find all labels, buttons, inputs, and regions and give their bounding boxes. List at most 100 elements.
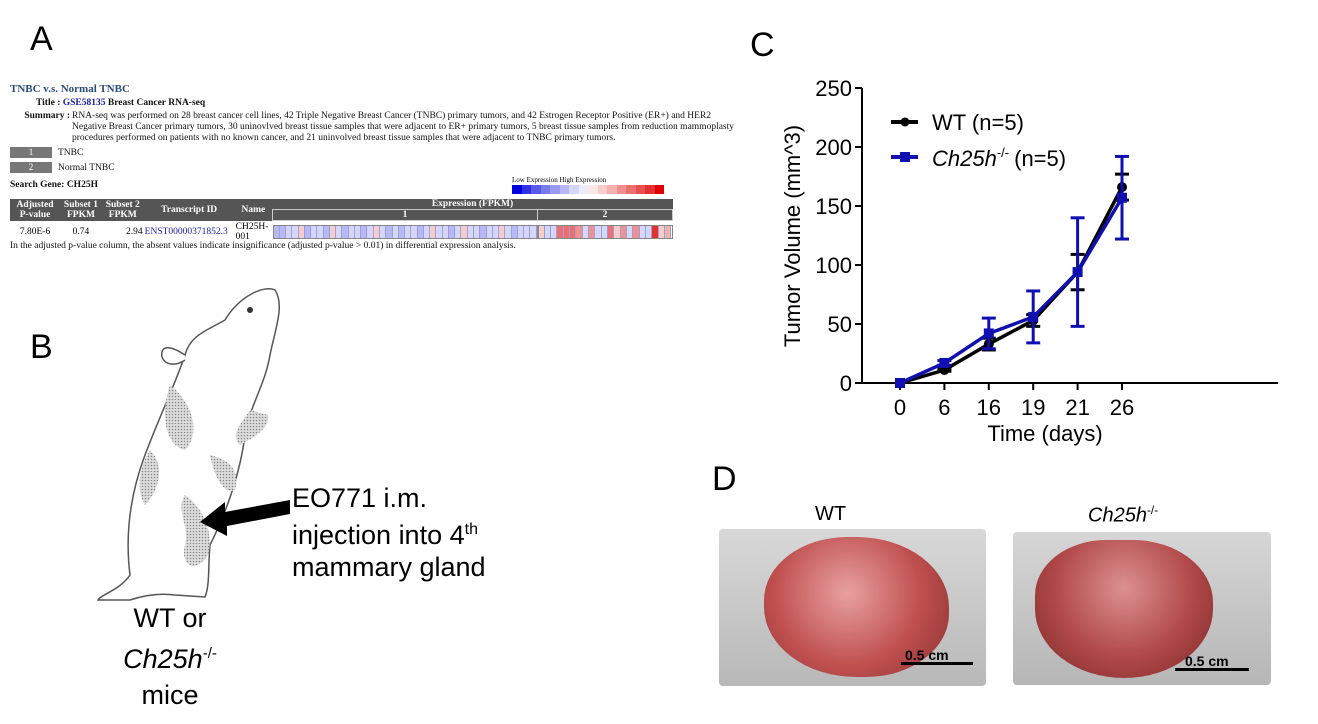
legend-color-bar xyxy=(512,185,664,194)
heatmap-cell xyxy=(392,225,399,238)
heatmap-cell xyxy=(576,225,583,238)
gene-name: Ch25h xyxy=(123,644,203,674)
y-tick-label: 0 xyxy=(840,371,852,396)
heatmap-cell xyxy=(517,225,525,238)
heatmap-cell xyxy=(563,225,571,238)
heatmap-cell xyxy=(405,225,412,238)
heatmap-cell xyxy=(652,225,659,238)
expression-table: Adjusted P-value Subset 1 FPKM Subset 2 … xyxy=(10,199,673,243)
heatmap-cell xyxy=(380,225,387,238)
x-tick-label: 0 xyxy=(894,395,906,420)
legend-label-ko: Ch25h-/- (n=5) xyxy=(932,145,1066,171)
data-point xyxy=(1072,267,1083,278)
scale-bar xyxy=(1175,668,1249,671)
heatmap-cell xyxy=(633,225,640,238)
legend-swatch xyxy=(550,185,560,194)
data-point xyxy=(1028,311,1039,322)
subset1-cell: 0.74 xyxy=(72,226,90,237)
group-header: 1 xyxy=(272,209,538,221)
heatmap-cell xyxy=(486,225,493,238)
heatmap-cell xyxy=(411,225,418,238)
gene-name: Ch25h xyxy=(1088,504,1147,527)
x-tick-label: 21 xyxy=(1065,395,1089,420)
y-axis-label: Tumor Volume (mm^3) xyxy=(780,125,805,347)
y-tick-label: 200 xyxy=(815,135,852,160)
heatmap-cell xyxy=(436,225,443,238)
heatmap-cell xyxy=(417,225,424,238)
legend-swatch xyxy=(540,185,550,194)
expression-legend: Low Expression High Expression xyxy=(512,176,664,194)
legend-swatch xyxy=(569,185,579,194)
col-header: Adjusted P-value xyxy=(10,199,61,221)
y-tick-label: 100 xyxy=(815,253,852,278)
heatmap-cell xyxy=(455,225,462,238)
data-point xyxy=(1117,192,1127,203)
legend-swatch xyxy=(588,185,598,194)
ko-tumor-photo: 0.5 cm xyxy=(1013,532,1271,685)
heatmap-cell xyxy=(442,225,449,238)
heatmap-cell xyxy=(608,225,615,238)
data-point xyxy=(939,357,950,368)
x-tick-label: 26 xyxy=(1110,395,1134,420)
data-point xyxy=(1072,267,1083,278)
x-tick-label: 6 xyxy=(938,395,950,420)
heatmap-cell xyxy=(273,225,280,238)
heatmap-cell xyxy=(627,225,634,238)
name-cell: CH25H-001 xyxy=(235,221,269,242)
data-point xyxy=(983,328,994,339)
heatmap-cell xyxy=(361,225,368,238)
panel-a: TNBC v.s. Normal TNBC Title : GSE58135 B… xyxy=(10,84,740,174)
legend-swatch xyxy=(531,185,541,194)
scale-bar xyxy=(901,662,973,665)
heatmap-cell xyxy=(595,225,602,238)
heatmap-cell xyxy=(423,225,431,238)
ko-photo-label: Ch25h-/- xyxy=(1088,503,1158,528)
tumor xyxy=(1035,540,1213,678)
title-label: Title : xyxy=(36,98,61,108)
col-header: Name xyxy=(234,199,273,221)
search-gene: Search Gene: CH25H xyxy=(10,180,98,190)
heatmap-cell xyxy=(620,225,628,238)
transcript-link[interactable]: ENST00000371852.3 xyxy=(144,226,228,237)
panel-label-a: A xyxy=(30,20,53,58)
data-point xyxy=(1028,315,1039,326)
genotype-sup: -/- xyxy=(202,645,217,662)
heatmap-cell xyxy=(551,225,558,238)
series-ko xyxy=(895,154,1129,388)
heatmap-cell xyxy=(639,225,647,238)
legend-swatch xyxy=(616,185,626,194)
series-line xyxy=(899,196,1124,385)
injection-line-2: injection into 4 xyxy=(292,520,465,550)
heatmap-cell xyxy=(646,225,653,238)
heatmap-cell xyxy=(348,225,355,238)
x-tick-label: 16 xyxy=(977,395,1001,420)
series-wt xyxy=(895,172,1129,388)
superscript: th xyxy=(464,521,478,538)
heatmap-cell xyxy=(373,225,381,238)
legend-swatch xyxy=(521,185,531,194)
legend-marker-wt xyxy=(900,117,910,127)
heatmap-cell xyxy=(329,225,337,238)
legend-low: Low Expression xyxy=(512,176,558,184)
mouse-label: WT or Ch25h-/- mice xyxy=(100,600,240,713)
wt-tumor-photo: 0.5 cm xyxy=(719,529,986,686)
series-line xyxy=(899,186,1124,385)
legend-swatch xyxy=(607,185,617,194)
table-row: 7.80E-6 0.74 2.94 ENST00000371852.3 CH25… xyxy=(10,221,673,243)
panel-label-d: D xyxy=(712,460,737,498)
mouse-illustration xyxy=(96,288,281,601)
heatmap-cell xyxy=(480,225,487,238)
comparison-heading: TNBC v.s. Normal TNBC xyxy=(10,83,130,95)
legend-swatch xyxy=(597,185,607,194)
y-tick-label: 250 xyxy=(815,76,852,101)
heatmap-cell xyxy=(474,225,481,238)
subset-1: 1 TNBC xyxy=(10,147,740,159)
heatmap-group-1 xyxy=(272,224,538,239)
subset-2: 2 Normal TNBC xyxy=(10,162,740,174)
heatmap-cell xyxy=(530,225,537,238)
dataset-link[interactable]: GSE58135 xyxy=(62,98,106,108)
legend: WT (n=5) Ch25h-/- (n=5) xyxy=(891,110,1066,171)
legend-swatch xyxy=(645,185,655,194)
heatmap-cell xyxy=(430,225,437,238)
